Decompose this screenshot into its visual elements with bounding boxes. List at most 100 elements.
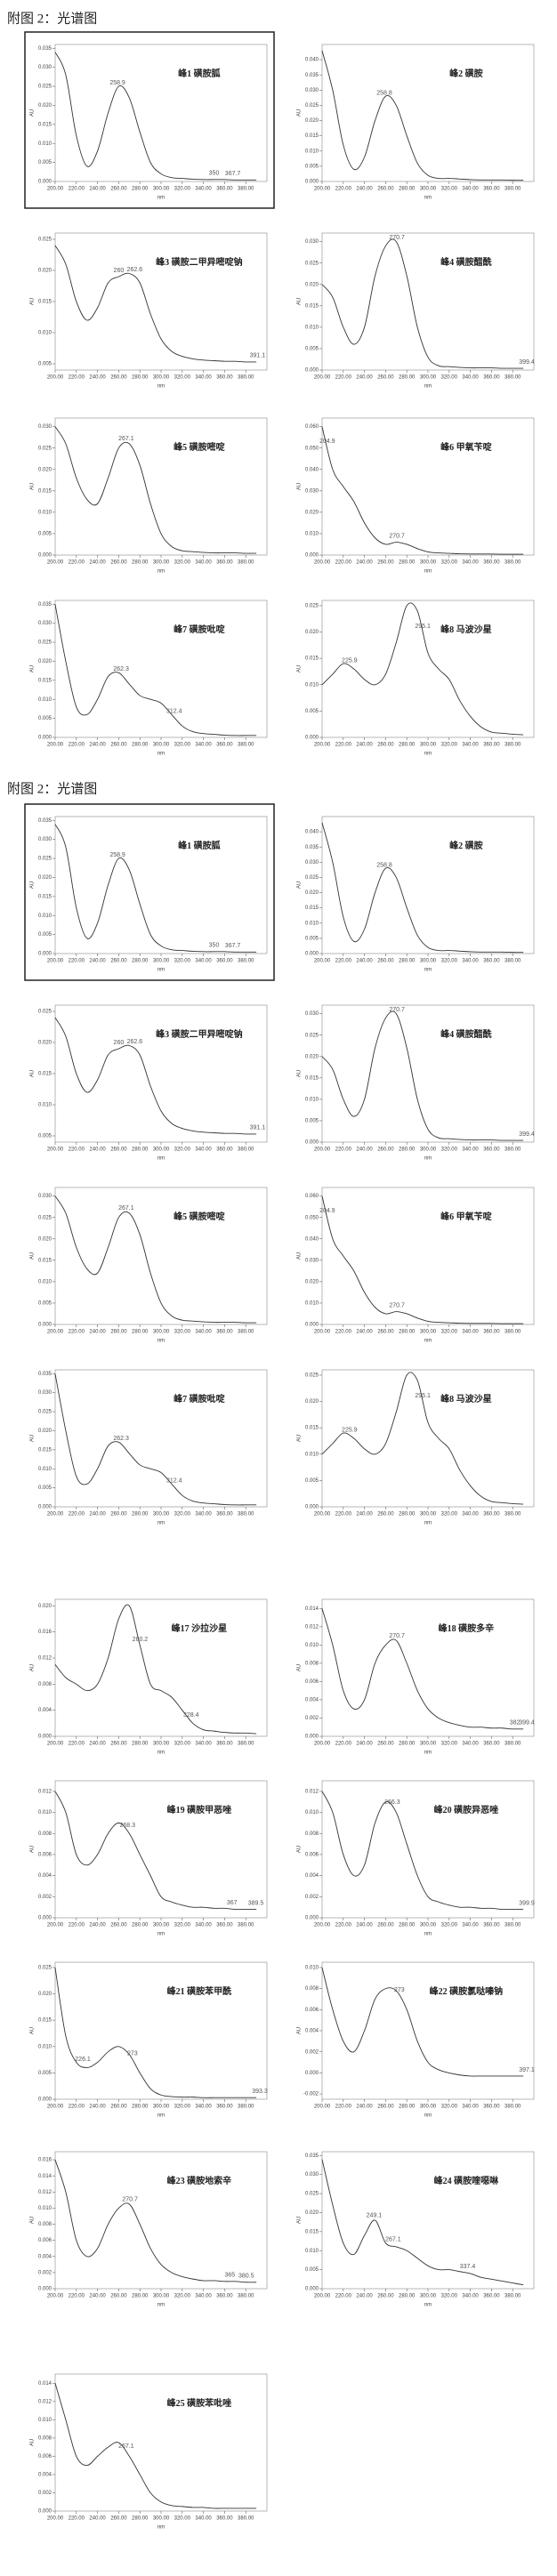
peak-label: 280.2: [133, 1637, 149, 1643]
x-axis-label: nm: [424, 196, 432, 201]
spectrum-chart: 0.000 0.005 0.010 0.015 0.020 0.025 0.030 0.035…: [24, 803, 275, 981]
peak-label: 267.1: [118, 2443, 134, 2450]
x-tick-label: 380.00: [505, 2294, 521, 2299]
x-tick-label: 200.00: [47, 959, 64, 964]
x-tick-label: 240.00: [356, 375, 373, 381]
y-tick-label: 0.025: [305, 2192, 319, 2197]
peak-label: 204.9: [319, 439, 335, 445]
y-tick-label: 0.005: [305, 347, 319, 352]
x-tick-label: 240.00: [356, 1330, 373, 1335]
x-tick-label: 380.00: [238, 1147, 254, 1153]
x-tick-label: 300.00: [153, 2294, 170, 2299]
x-tick-label: 320.00: [174, 959, 191, 964]
x-tick-label: 380.00: [238, 1330, 254, 1335]
y-axis-label: AU: [297, 2027, 303, 2034]
x-axis-label: nm: [157, 1156, 165, 1162]
y-tick-label: 0.015: [38, 300, 52, 305]
x-tick-label: 200.00: [47, 1512, 64, 1517]
peak-label: 367: [227, 1900, 238, 1906]
x-tick-label: 340.00: [462, 1147, 479, 1153]
x-tick-label: 380.00: [505, 2105, 521, 2110]
y-tick-label: 0.015: [305, 906, 319, 911]
chart-title: 峰18 磺胺多辛: [439, 1622, 495, 1634]
y-tick-label: 0.014: [38, 2381, 52, 2387]
y-tick-label: 0.025: [38, 85, 52, 90]
y-tick-label: 0.035: [38, 46, 52, 52]
x-tick-label: 240.00: [89, 1147, 106, 1153]
x-tick-label: 280.00: [132, 1923, 149, 1928]
y-tick-label: 0.010: [305, 1301, 319, 1307]
y-tick-label: 0.015: [38, 1258, 52, 1263]
y-tick-label: 0.040: [305, 58, 319, 63]
plot-area: [54, 1004, 268, 1143]
spectrum-chart: 0.000 0.005 0.010 0.015 0.020 0.025 0.030 0.035…: [30, 1369, 268, 1526]
peak-label: 295.1: [415, 624, 431, 630]
y-tick-label: 0.014: [305, 1606, 319, 1612]
y-tick-label: 0.010: [38, 510, 52, 515]
y-tick-label: 0.000: [38, 736, 52, 741]
x-tick-label: 240.00: [89, 1742, 106, 1747]
y-tick-label: 0.000: [305, 553, 319, 559]
x-tick-label: 200.00: [47, 2294, 64, 2299]
x-tick-label: 340.00: [195, 1512, 212, 1517]
x-tick-label: 280.00: [132, 959, 149, 964]
x-tick-label: 200.00: [314, 2105, 331, 2110]
y-tick-label: 0.000: [305, 1140, 319, 1146]
peak-label: 391.1: [250, 1125, 266, 1131]
y-tick-label: 0.010: [305, 1097, 319, 1102]
y-tick-label: 0.000: [38, 2097, 52, 2103]
x-tick-label: 260.00: [377, 1330, 394, 1335]
x-axis-label: nm: [157, 752, 165, 757]
y-tick-label: 0.020: [38, 1429, 52, 1434]
x-tick-label: 340.00: [462, 959, 479, 964]
x-tick-label: 360.00: [216, 1330, 233, 1335]
x-tick-label: 260.00: [110, 2516, 127, 2522]
spectrum-chart: 0.000 0.005 0.010 0.015 0.020 0.025 0.030 0.035…: [297, 2151, 535, 2308]
x-tick-label: 340.00: [195, 2294, 212, 2299]
x-tick-label: 220.00: [69, 1330, 85, 1335]
y-tick-label: 0.030: [305, 88, 319, 93]
peak-label: 258.8: [376, 862, 392, 868]
y-axis-label: AU: [297, 1435, 303, 1442]
spectrum-chart: 0.000 0.002 0.004 0.006 0.008 0.010 0.012 0.014…: [30, 2373, 268, 2531]
x-tick-label: 280.00: [132, 1330, 149, 1335]
y-tick-label: 0.004: [305, 1698, 319, 1703]
y-tick-label: 0.015: [38, 2018, 52, 2024]
spectrum-curve: [321, 1608, 524, 1730]
y-tick-label: 0.030: [305, 1258, 319, 1263]
x-tick-label: 240.00: [356, 1742, 373, 1747]
x-tick-label: 260.00: [377, 2294, 394, 2299]
x-tick-label: 380.00: [238, 2294, 254, 2299]
y-tick-label: 0.010: [38, 141, 52, 147]
spectrum-curve: [54, 1017, 257, 1135]
x-tick-label: 280.00: [399, 1923, 416, 1928]
spectrum-chart: 0.005 0.010 0.015 0.020 0.025 200.00 220.00 240…: [30, 1004, 268, 1162]
x-tick-label: 300.00: [420, 2294, 437, 2299]
peak-label: 295.1: [415, 1393, 431, 1399]
x-tick-label: 240.00: [89, 2294, 106, 2299]
y-tick-label: 0.006: [305, 1679, 319, 1685]
spectrum-chart: 0.000 0.005 0.010 0.015 0.020 0.025 0.030 200.0…: [297, 1004, 535, 1162]
y-tick-label: 0.025: [305, 1373, 319, 1379]
spectrum-curve: [321, 1967, 524, 2077]
y-tick-label: 0.010: [38, 1103, 52, 1108]
x-tick-label: 200.00: [47, 743, 64, 748]
chart-title: 峰2 磺胺: [449, 68, 483, 79]
x-tick-label: 360.00: [216, 1147, 233, 1153]
plot-area: [54, 600, 268, 738]
y-tick-label: 0.005: [305, 164, 319, 169]
y-tick-label: 0.025: [38, 640, 52, 646]
peak-label: 262.3: [113, 666, 129, 672]
x-tick-label: 360.00: [483, 959, 500, 964]
y-tick-label: 0.030: [38, 1194, 52, 1199]
y-tick-label: 0.030: [38, 65, 52, 70]
y-tick-label: 0.015: [38, 1072, 52, 1077]
y-tick-label: 0.004: [38, 2254, 52, 2259]
spectrum-chart: 0.000 0.002 0.004 0.006 0.008 0.010 0.012 0.014…: [30, 2151, 268, 2308]
spectrum-curve: [321, 426, 524, 555]
y-tick-label: 0.000: [305, 1735, 319, 1740]
spectrum-curve: [54, 52, 257, 181]
y-axis-label: AU: [30, 2027, 36, 2034]
y-tick-label: 0.020: [305, 2210, 319, 2216]
y-tick-label: 0.020: [38, 269, 52, 274]
